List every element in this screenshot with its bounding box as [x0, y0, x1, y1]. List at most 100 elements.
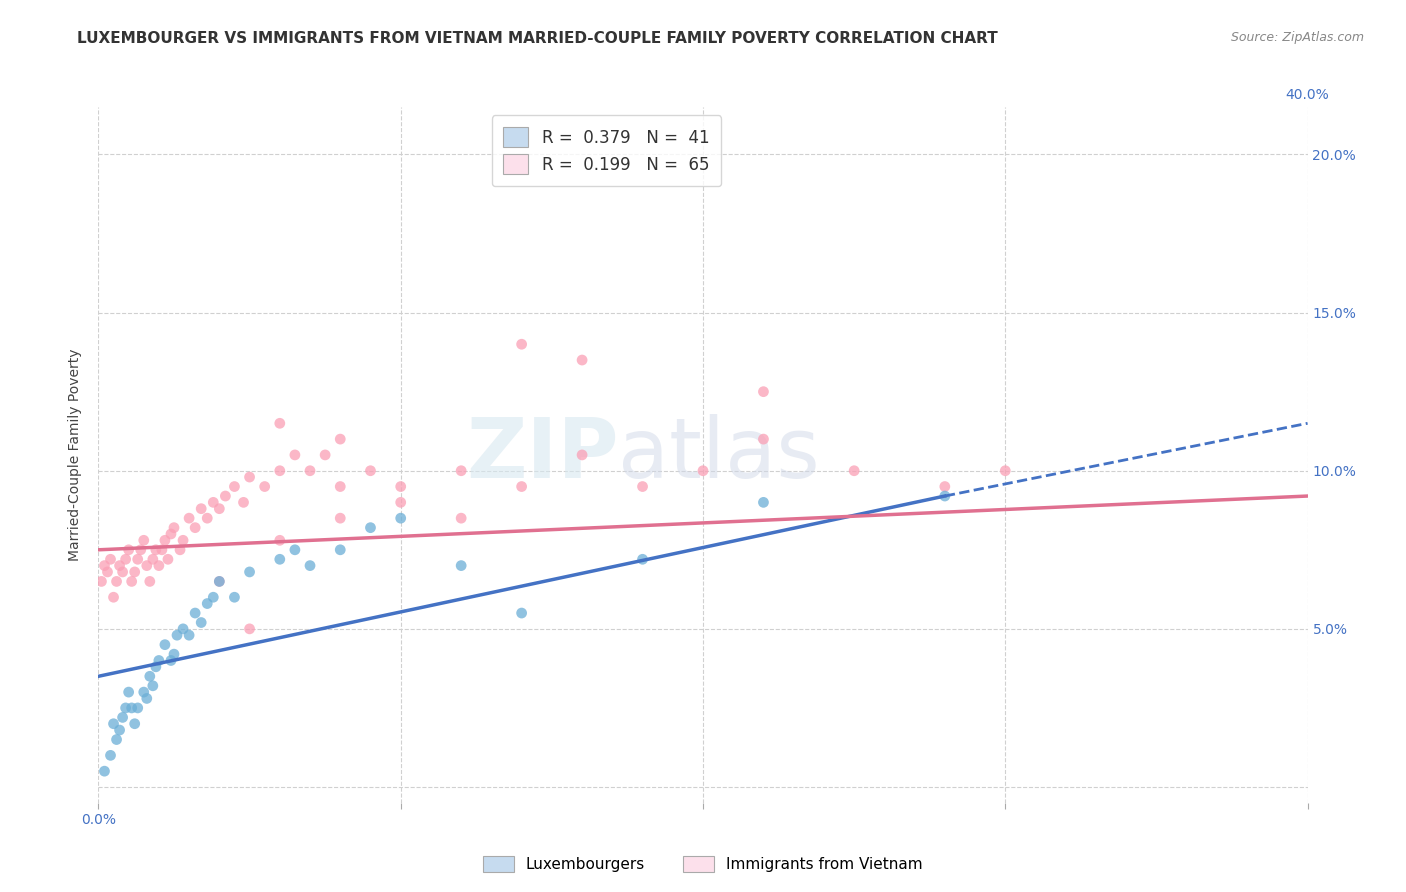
Point — [329, 479, 352, 493]
Point — [172, 533, 194, 548]
Point — [239, 565, 262, 579]
Point — [121, 701, 143, 715]
Point — [752, 384, 775, 399]
Point — [93, 764, 115, 779]
Point — [450, 464, 472, 478]
Point — [934, 489, 956, 503]
Point — [105, 574, 128, 589]
Point — [111, 710, 134, 724]
Point — [150, 542, 173, 557]
Point — [239, 470, 262, 484]
Point — [224, 591, 246, 605]
Point — [329, 542, 352, 557]
Point — [103, 591, 125, 605]
Point — [631, 552, 654, 566]
Point — [179, 628, 201, 642]
Point — [139, 574, 162, 589]
Point — [124, 565, 146, 579]
Point — [571, 448, 593, 462]
Point — [389, 479, 412, 493]
Point — [145, 660, 167, 674]
Text: LUXEMBOURGER VS IMMIGRANTS FROM VIETNAM MARRIED-COUPLE FAMILY POVERTY CORRELATIO: LUXEMBOURGER VS IMMIGRANTS FROM VIETNAM … — [77, 31, 998, 46]
Point — [129, 542, 152, 557]
Point — [90, 574, 112, 589]
Point — [994, 464, 1017, 478]
Point — [111, 565, 134, 579]
Point — [132, 533, 155, 548]
Point — [145, 542, 167, 557]
Point — [118, 685, 141, 699]
Point — [139, 669, 162, 683]
Point — [118, 542, 141, 557]
Point — [132, 685, 155, 699]
Point — [269, 417, 291, 431]
Point — [163, 521, 186, 535]
Point — [232, 495, 254, 509]
Point — [121, 574, 143, 589]
Point — [142, 679, 165, 693]
Point — [108, 723, 131, 737]
Point — [299, 464, 322, 478]
Point — [172, 622, 194, 636]
Point — [239, 622, 262, 636]
Point — [184, 606, 207, 620]
Point — [269, 464, 291, 478]
Point — [114, 701, 136, 715]
Point — [184, 521, 207, 535]
Point — [571, 353, 593, 368]
Point — [135, 558, 157, 573]
Point — [844, 464, 866, 478]
Point — [179, 511, 201, 525]
Point — [510, 479, 533, 493]
Point — [269, 552, 291, 566]
Point — [253, 479, 276, 493]
Text: atlas: atlas — [619, 415, 820, 495]
Point — [163, 647, 186, 661]
Point — [127, 701, 149, 715]
Point — [208, 574, 231, 589]
Text: ZIP: ZIP — [465, 415, 619, 495]
Point — [100, 748, 122, 763]
Point — [100, 552, 122, 566]
Point — [224, 479, 246, 493]
Point — [208, 501, 231, 516]
Point — [160, 653, 183, 667]
Point — [284, 448, 307, 462]
Point — [93, 558, 115, 573]
Point — [329, 432, 352, 446]
Point — [156, 552, 179, 566]
Point — [169, 542, 191, 557]
Point — [190, 501, 212, 516]
Point — [214, 489, 236, 503]
Point — [142, 552, 165, 566]
Point — [153, 533, 176, 548]
Y-axis label: Married-Couple Family Poverty: Married-Couple Family Poverty — [69, 349, 83, 561]
Point — [108, 558, 131, 573]
Point — [389, 495, 412, 509]
Point — [135, 691, 157, 706]
Point — [148, 558, 170, 573]
Point — [752, 432, 775, 446]
Point — [934, 479, 956, 493]
Point — [631, 479, 654, 493]
Point — [752, 495, 775, 509]
Legend: R =  0.379   N =  41, R =  0.199   N =  65: R = 0.379 N = 41, R = 0.199 N = 65 — [492, 115, 721, 186]
Point — [202, 591, 225, 605]
Point — [284, 542, 307, 557]
Point — [96, 565, 118, 579]
Point — [202, 495, 225, 509]
Point — [510, 337, 533, 351]
Text: Source: ZipAtlas.com: Source: ZipAtlas.com — [1230, 31, 1364, 45]
Point — [510, 606, 533, 620]
Point — [208, 574, 231, 589]
Point — [190, 615, 212, 630]
Point — [127, 552, 149, 566]
Point — [195, 511, 218, 525]
Point — [105, 732, 128, 747]
Point — [692, 464, 714, 478]
Point — [160, 527, 183, 541]
Point — [195, 597, 218, 611]
Point — [166, 628, 188, 642]
Point — [153, 638, 176, 652]
Point — [299, 558, 322, 573]
